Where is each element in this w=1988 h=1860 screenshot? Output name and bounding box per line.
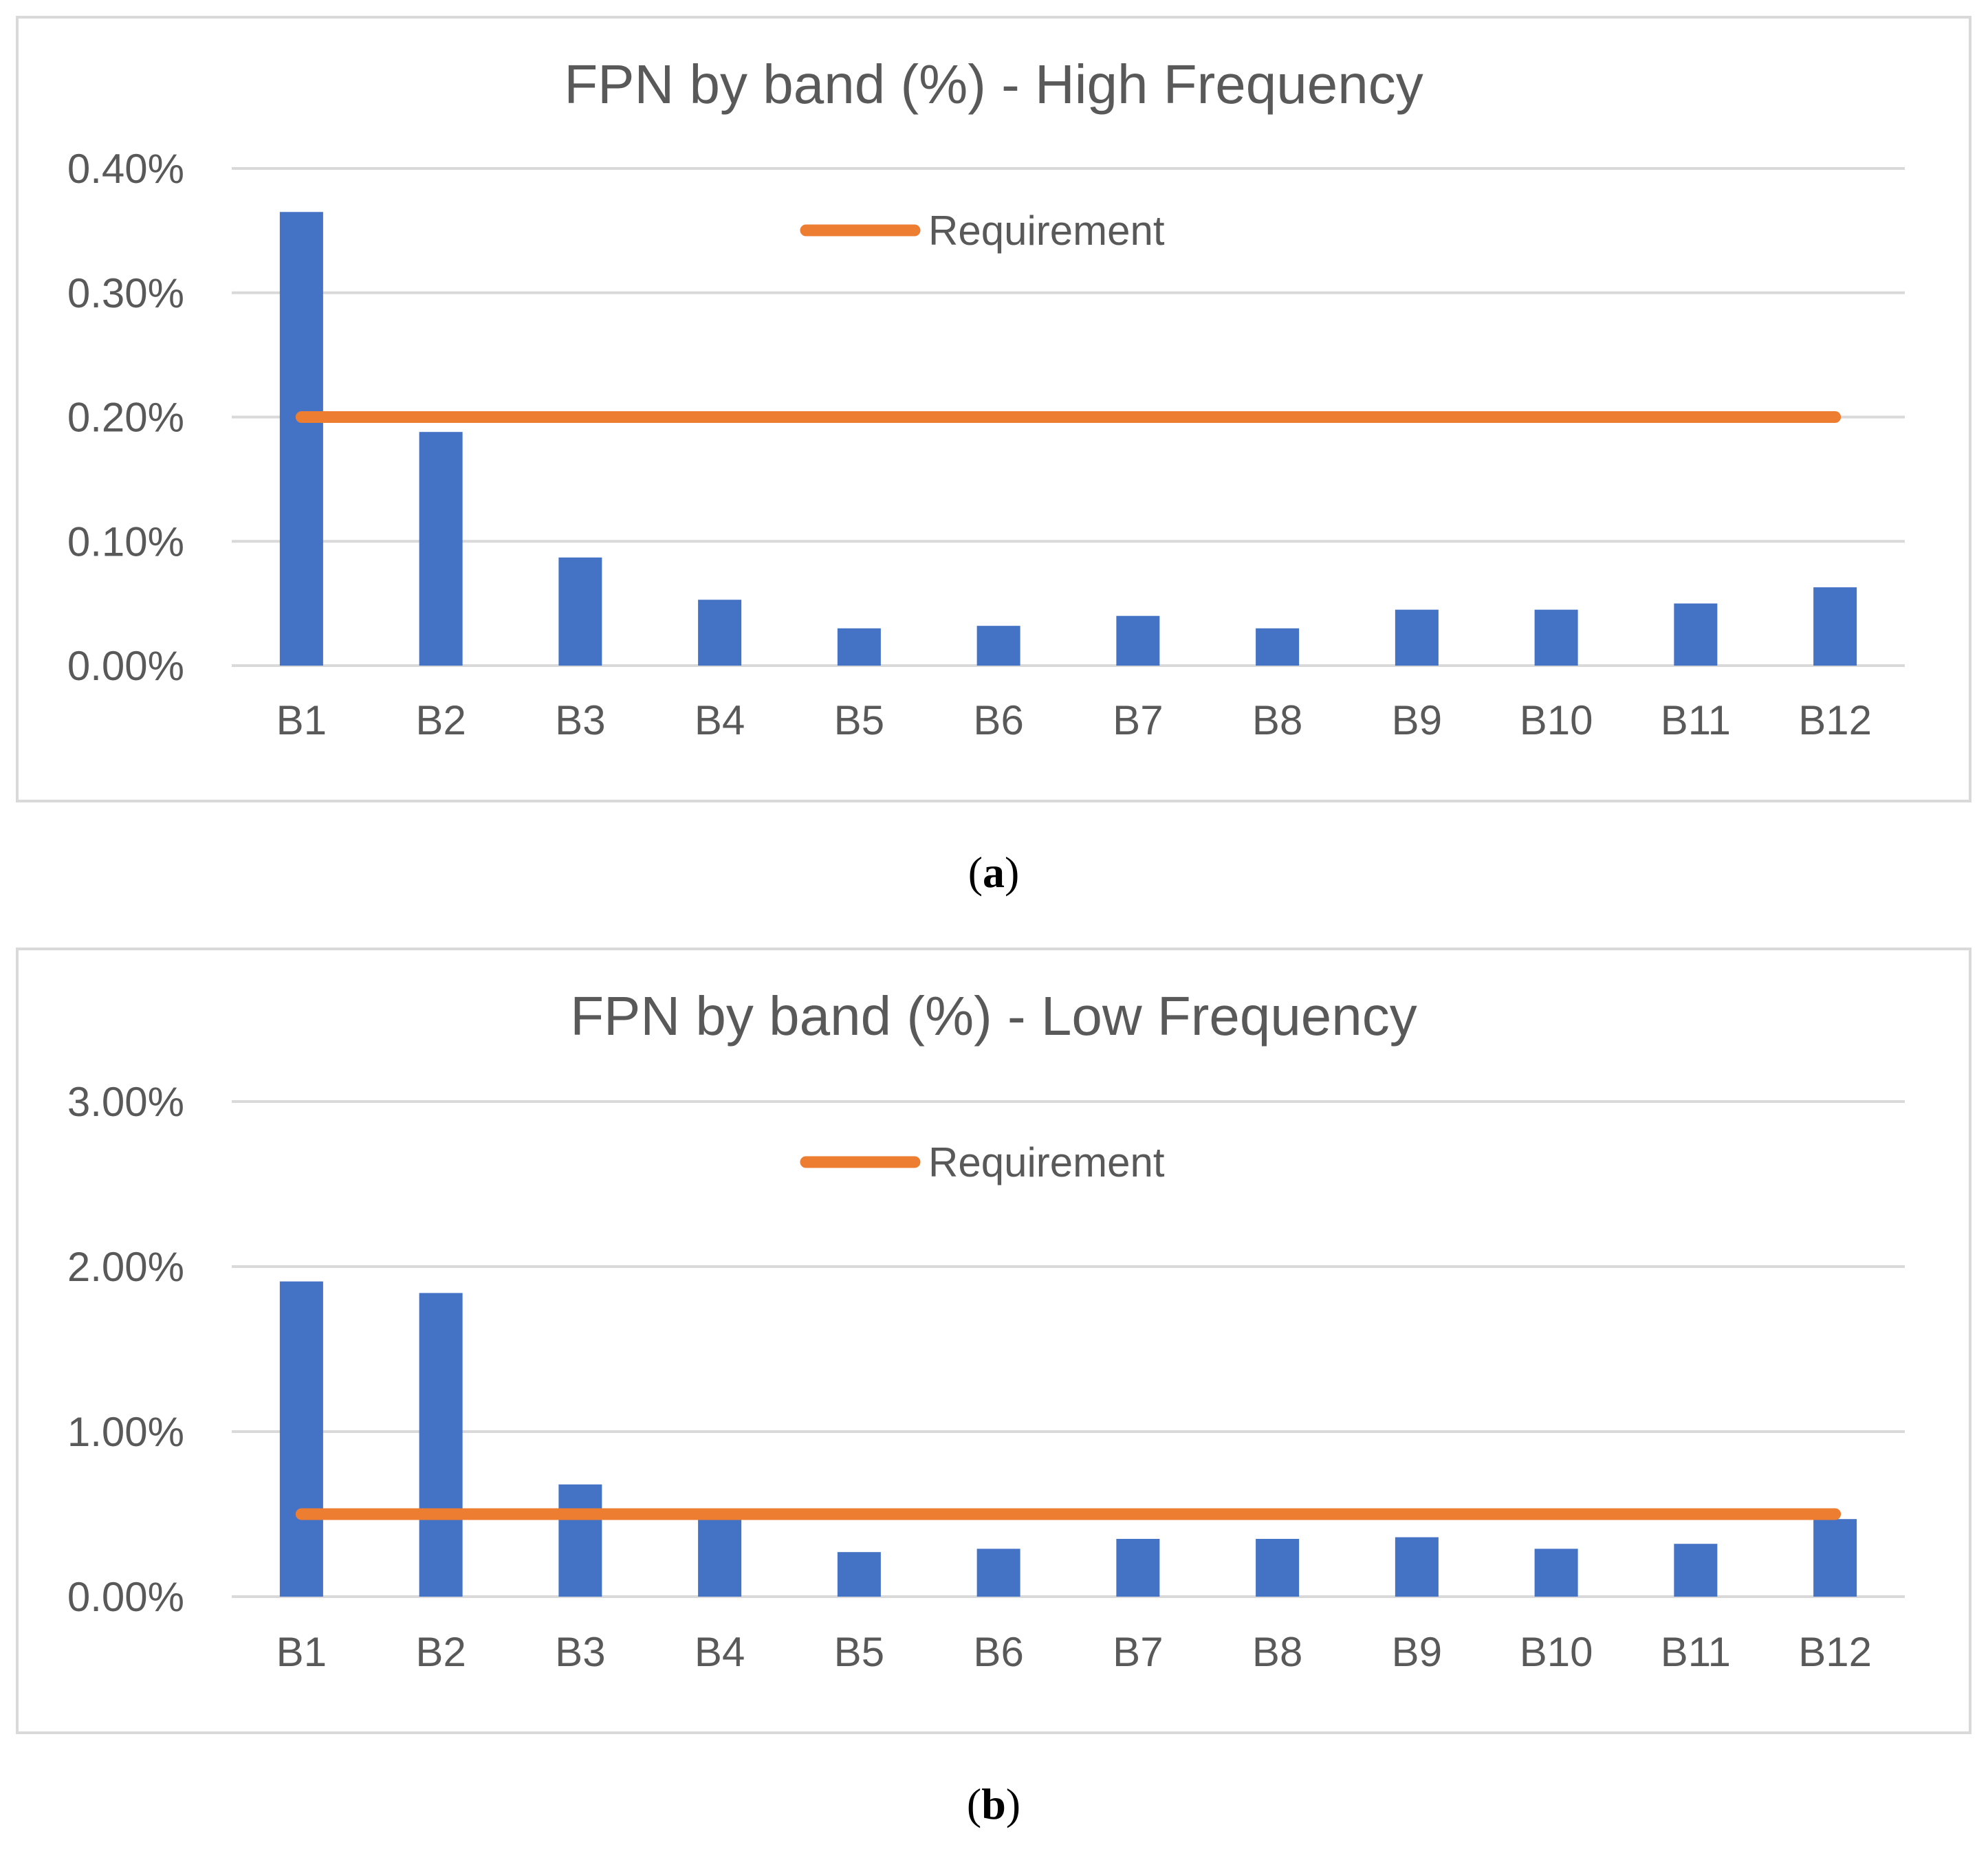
bar-b10	[1534, 1549, 1578, 1597]
bar-b4	[698, 600, 742, 666]
bar-b12	[1813, 1519, 1857, 1597]
x-tick-label: B10	[1520, 1629, 1593, 1675]
figure-caption: (a)	[968, 848, 1020, 897]
bar-b11	[1674, 603, 1718, 666]
x-tick-label: B7	[1113, 1629, 1163, 1675]
chart-title: FPN by band (%) - High Frequency	[564, 54, 1423, 115]
x-tick-label: B6	[973, 697, 1023, 743]
bar-b6	[976, 1549, 1020, 1597]
x-tick-label: B4	[695, 697, 745, 743]
chart-frame	[16, 16, 1971, 802]
x-tick-label: B10	[1520, 697, 1593, 743]
bar-b7	[1116, 1539, 1160, 1597]
x-tick-label: B7	[1113, 697, 1163, 743]
x-tick-label: B8	[1252, 1629, 1302, 1675]
bar-b12	[1813, 587, 1857, 666]
bar-b9	[1395, 609, 1439, 666]
x-tick-label: B3	[555, 1629, 605, 1675]
bar-b5	[837, 1552, 881, 1597]
x-tick-label: B6	[973, 1629, 1023, 1675]
bar-b9	[1395, 1537, 1439, 1597]
bar-b8	[1256, 628, 1300, 666]
x-tick-label: B12	[1798, 1629, 1872, 1675]
x-tick-label: B1	[276, 1629, 327, 1675]
y-tick-label: 0.00%	[67, 643, 184, 689]
caption-paren: (	[967, 1780, 981, 1828]
y-tick-label: 1.00%	[67, 1409, 184, 1455]
y-tick-label: 0.20%	[67, 395, 184, 441]
x-tick-label: B2	[415, 697, 466, 743]
bar-b6	[976, 626, 1020, 666]
bar-b4	[698, 1514, 742, 1597]
figure-caption: (b)	[967, 1780, 1020, 1828]
legend-label: Requirement	[928, 1139, 1165, 1185]
y-tick-label: 0.00%	[67, 1574, 184, 1620]
caption-paren: (	[968, 848, 983, 897]
x-tick-label: B11	[1661, 1629, 1731, 1675]
y-tick-label: 0.10%	[67, 518, 184, 565]
x-tick-label: B4	[695, 1629, 745, 1675]
legend-label: Requirement	[928, 208, 1165, 254]
x-tick-label: B5	[834, 1629, 884, 1675]
bar-b2	[419, 432, 463, 666]
chart-frame	[16, 948, 1971, 1734]
bar-b5	[837, 628, 881, 666]
bar-b7	[1116, 615, 1160, 666]
bar-b11	[1674, 1544, 1718, 1597]
x-tick-label: B8	[1252, 697, 1302, 743]
bar-b10	[1534, 609, 1578, 666]
bar-b1	[279, 1281, 323, 1597]
chart-low-frequency: FPN by band (%) - Low Frequency 3.00% 2.00…	[16, 948, 1971, 1828]
y-tick-label: 3.00%	[67, 1079, 184, 1125]
y-tick-label: 0.40%	[67, 146, 184, 192]
chart-title: FPN by band (%) - Low Frequency	[570, 985, 1417, 1047]
caption-paren: )	[1005, 848, 1019, 897]
bar-b1	[279, 212, 323, 666]
caption-letter: b	[981, 1780, 1006, 1828]
y-tick-label: 2.00%	[67, 1244, 184, 1290]
bar-b8	[1256, 1539, 1300, 1597]
x-tick-label: B1	[276, 697, 327, 743]
x-tick-label: B2	[415, 1629, 466, 1675]
bar-b3	[558, 1484, 602, 1597]
x-tick-label: B9	[1392, 1629, 1442, 1675]
y-tick-label: 0.30%	[67, 270, 184, 316]
bar-b3	[558, 557, 602, 666]
x-tick-label: B12	[1798, 697, 1872, 743]
x-tick-label: B11	[1661, 697, 1731, 743]
x-tick-label: B3	[555, 697, 605, 743]
x-tick-label: B9	[1392, 697, 1442, 743]
chart-high-frequency: FPN by band (%) - High Frequency 0.40% 0.3…	[16, 16, 1971, 897]
bar-b2	[419, 1293, 463, 1597]
caption-paren: )	[1006, 1780, 1020, 1828]
caption-letter: a	[983, 848, 1005, 897]
x-tick-label: B5	[834, 697, 884, 743]
